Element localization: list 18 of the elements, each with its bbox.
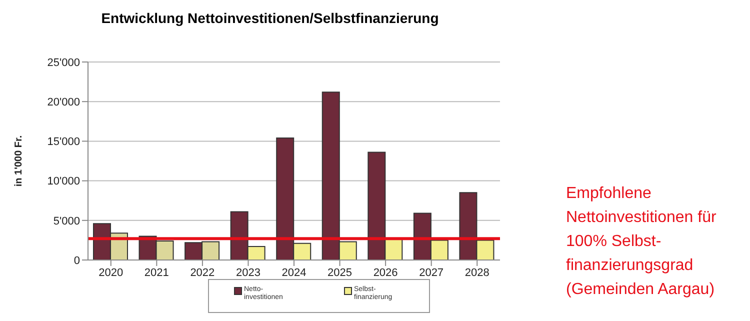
x-tick-label: 2026	[373, 266, 398, 279]
y-tick-label: 5'000	[53, 215, 80, 228]
x-tick-label: 2020	[98, 266, 124, 279]
x-tick-label: 2021	[144, 266, 169, 279]
y-tick-label: 10'000	[47, 176, 80, 188]
x-tick-label: 2025	[328, 266, 352, 279]
x-tick-label: 2028	[464, 266, 490, 279]
x-tick-label: 2027	[419, 266, 444, 279]
y-tick-label: 15'000	[47, 136, 80, 148]
x-tick-label: 2022	[190, 266, 215, 279]
y-axis-title: in 1'000 Fr.	[14, 135, 25, 187]
y-tick-label: 20'000	[47, 96, 80, 109]
x-tick-label: 2023	[236, 266, 260, 279]
x-tick-label: 2024	[282, 266, 306, 279]
ref-line-label: Empfohlene Nettoinvestitionen für 100% Selbst-finanzierungsgrad (Gemeinden Aargau)	[566, 184, 718, 300]
chart-title: Entwicklung Nettoinvestitionen/Selbstfinanzierung	[100, 10, 440, 26]
y-tick-label: 25'000	[47, 56, 80, 69]
y-tick-label: 0	[74, 254, 80, 267]
